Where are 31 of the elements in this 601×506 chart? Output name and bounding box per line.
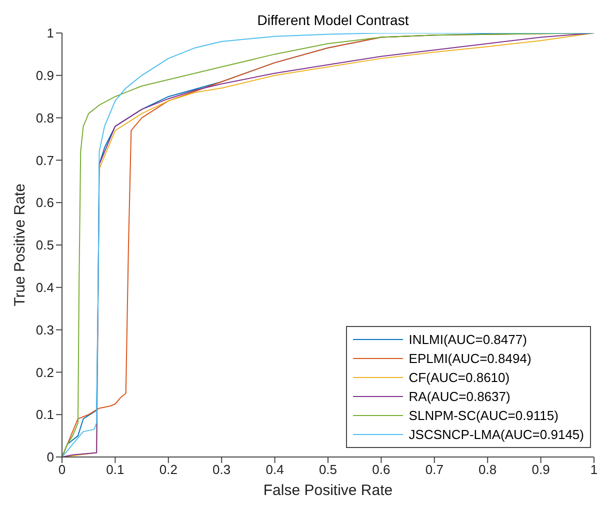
x-tick-label: 0.2	[159, 462, 178, 478]
y-tick-label: 0.6	[36, 195, 54, 210]
x-tick-label: 0.4	[266, 462, 284, 478]
legend-label: JSCSNCP-LMA(AUC=0.9145)	[408, 426, 584, 444]
x-tick-label: 0	[58, 462, 66, 478]
x-tick-label: 0.1	[106, 462, 124, 478]
x-tick-label: 0.3	[212, 462, 231, 478]
y-tick-label: 0	[46, 450, 54, 465]
x-tick-label: 1	[590, 462, 598, 478]
chart-title: Different Model Contrast	[256, 12, 410, 30]
legend-label: INLMI(AUC=0.8477)	[408, 331, 527, 349]
x-tick-label: 0.7	[425, 462, 444, 478]
y-tick-label: 0.1	[36, 407, 54, 422]
legend-label: EPLMI(AUC=0.8494)	[408, 350, 532, 368]
x-tick-label: 0.6	[372, 462, 390, 478]
y-tick-label: 0.7	[36, 152, 54, 168]
legend-label: SLNPM-SC(AUC=0.9115)	[408, 407, 558, 425]
y-tick-label: 0.2	[36, 364, 54, 380]
y-tick-label: 0.5	[36, 238, 54, 253]
legend-label: RA(AUC=0.8637)	[408, 388, 510, 406]
x-axis-title: False Positive Rate	[263, 482, 393, 499]
y-tick-label: 0.4	[36, 280, 54, 296]
x-tick-label: 0.9	[532, 462, 550, 478]
y-axis-title: True Positive Rate	[11, 184, 28, 306]
y-tick-label: 0.8	[36, 110, 54, 126]
legend-label: CF(AUC=0.8610)	[408, 369, 510, 387]
y-tick-label: 0.3	[36, 322, 54, 338]
x-tick-label: 0.5	[318, 462, 338, 478]
y-tick-label: 0.9	[36, 68, 54, 84]
x-tick-label: 0.8	[478, 462, 497, 478]
y-tick-label: 1	[46, 26, 54, 41]
